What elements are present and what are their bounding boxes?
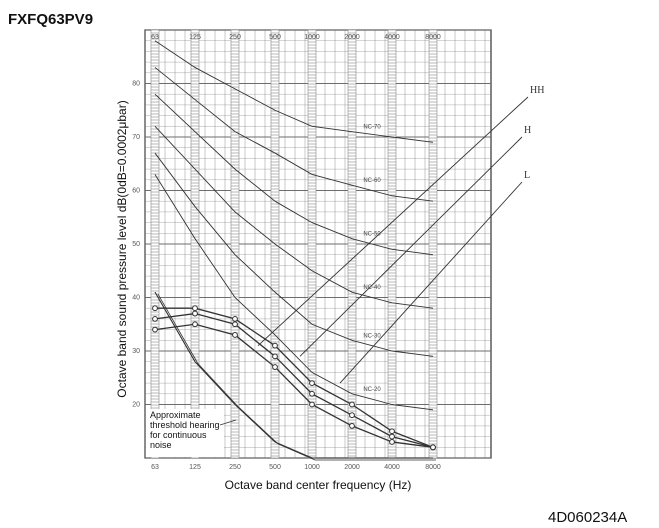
y-tick-label: 30	[132, 348, 140, 355]
threshold-annotation-line: Approximate	[150, 410, 201, 420]
speed-label: H	[524, 125, 531, 136]
band-strip	[230, 29, 240, 459]
y-axis-label: Octave band sound pressure level dB(0dB=…	[115, 100, 129, 397]
measured-point	[232, 316, 238, 322]
measured-curves	[152, 291, 436, 461]
measured-point	[309, 401, 315, 408]
x-top-tick-label: 4000	[384, 34, 400, 41]
measured-point	[152, 305, 158, 312]
measured-point	[152, 326, 158, 333]
nc-curve	[154, 125, 434, 309]
threshold-curve	[154, 291, 433, 459]
speed-label: HH	[530, 85, 544, 96]
measured-curve	[154, 323, 434, 448]
nc-curve-label: NC-20	[363, 387, 381, 393]
annotation-pointer	[219, 419, 237, 426]
model-title: FXFQ63PV9	[8, 11, 94, 28]
measured-point	[272, 364, 278, 370]
measured-point	[152, 316, 158, 322]
x-top-tick-label: 250	[229, 34, 241, 41]
speed-leader-lines	[257, 96, 529, 384]
y-tick-label: 20	[132, 402, 140, 409]
y-tick-label: 70	[132, 134, 140, 141]
speed-label: L	[524, 170, 530, 181]
speed-leader-line	[299, 136, 523, 357]
measured-point	[389, 439, 395, 445]
measured-point	[272, 353, 278, 360]
measured-point	[430, 444, 436, 451]
nc-curve	[154, 40, 434, 143]
measured-point	[389, 433, 395, 440]
measured-curve	[154, 312, 434, 448]
x-top-tick-label: 8000	[425, 34, 441, 41]
x-tick-label: 63	[151, 464, 159, 471]
speed-leader-line	[339, 181, 523, 384]
document-number: 4D060234A	[548, 509, 628, 526]
x-tick-label: 4000	[384, 464, 400, 471]
nc-curve-label: NC-50	[363, 232, 381, 238]
x-top-tick-label: 2000	[344, 34, 360, 41]
nc-curve-label: NC-60	[363, 178, 381, 184]
band-strip	[387, 29, 397, 459]
measured-point	[309, 380, 315, 387]
measured-point	[192, 305, 198, 312]
measured-point	[232, 321, 238, 328]
threshold-curve-inner	[157, 293, 436, 461]
speed-leader-line	[257, 96, 529, 346]
threshold-annotation-line: threshold hearing	[150, 420, 220, 430]
threshold-annotation-line: noise	[150, 440, 172, 450]
x-top-tick-label: 125	[189, 34, 201, 41]
x-top-tick-label: 63	[151, 34, 159, 41]
x-tick-label: 500	[269, 464, 281, 471]
band-strip	[428, 29, 438, 459]
x-top-tick-label: 500	[269, 34, 281, 41]
nc-curves	[154, 40, 434, 411]
x-tick-label: 2000	[344, 464, 360, 471]
annotation-background	[146, 409, 224, 457]
nc-curve-label: NC-70	[363, 125, 381, 131]
nc-curve-label: NC-40	[363, 285, 381, 291]
x-tick-label: 125	[189, 464, 201, 471]
x-tick-label: 8000	[425, 464, 441, 471]
y-tick-label: 60	[132, 188, 140, 195]
nc-curve-label: NC-30	[363, 333, 381, 339]
x-tick-label: 1000	[304, 464, 320, 471]
nc-curve	[154, 152, 434, 357]
measured-point	[349, 401, 355, 408]
nc-curve	[154, 67, 434, 202]
threshold-annotation-line: for continuous	[150, 430, 207, 440]
measured-point	[349, 412, 355, 419]
chart-text: 20 30 40 50 60 70 80 63 125 250 500 1000 2000 4000 800…	[115, 34, 544, 492]
x-tick-label: 250	[229, 464, 241, 471]
x-top-tick-label: 1000	[304, 34, 320, 41]
frequency-band-hatching	[150, 29, 438, 459]
nc-curve	[154, 93, 434, 256]
y-tick-label: 40	[132, 295, 140, 302]
measured-point	[349, 423, 355, 429]
measured-curve	[155, 307, 434, 448]
measured-point	[272, 342, 278, 349]
nc-curve	[154, 174, 434, 411]
measured-point	[192, 310, 198, 317]
y-tick-label: 80	[132, 81, 140, 88]
y-tick-label: 50	[132, 241, 140, 248]
measured-point	[192, 321, 198, 328]
x-axis-label: Octave band center frequency (Hz)	[225, 478, 412, 492]
measured-point	[309, 390, 315, 397]
band-strip	[150, 29, 160, 459]
band-strip	[190, 29, 200, 459]
measured-point	[389, 428, 395, 435]
measured-point	[232, 332, 238, 338]
